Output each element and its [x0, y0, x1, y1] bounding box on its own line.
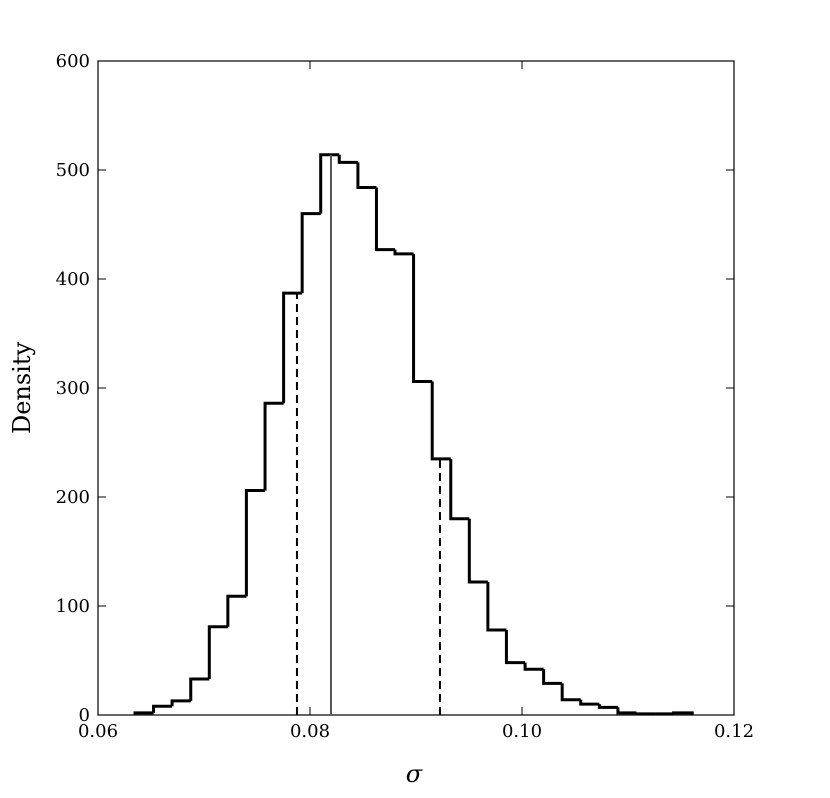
- x-tick-label: 0.10: [502, 721, 542, 742]
- histogram-step: [672, 711, 694, 715]
- histogram-step: [152, 704, 173, 713]
- histogram-step: [133, 711, 154, 715]
- histogram-step: [263, 401, 284, 491]
- histogram-step: [504, 629, 526, 665]
- histogram-step: [467, 518, 488, 584]
- histogram-step: [319, 153, 340, 214]
- histogram-step: [244, 488, 266, 597]
- x-tick-label: 0.06: [78, 721, 118, 742]
- histogram-step: [560, 683, 581, 702]
- y-tick-label: 600: [56, 51, 90, 72]
- y-tick-label: 400: [56, 269, 90, 290]
- x-tick-label: 0.08: [290, 721, 330, 742]
- histogram-step: [597, 704, 618, 709]
- x-axis-label: σ: [406, 760, 423, 788]
- histogram-step: [300, 212, 321, 294]
- plot-frame: [97, 60, 735, 716]
- histogram-step: [616, 707, 637, 715]
- histogram-step: [449, 458, 470, 521]
- histogram-step: [486, 582, 507, 632]
- histogram-step: [412, 253, 433, 383]
- histogram-step: [189, 677, 210, 701]
- histogram-step: [542, 669, 563, 685]
- histogram-step: [393, 249, 414, 256]
- histogram-step: [207, 625, 228, 680]
- y-tick-label: 300: [56, 378, 90, 399]
- x-tick-label: 0.12: [714, 721, 754, 742]
- y-axis-label: Density: [8, 342, 36, 435]
- y-tick-label: 0: [79, 705, 90, 726]
- histogram-step: [634, 712, 656, 716]
- histogram-step: [337, 154, 358, 164]
- histogram-step: [282, 291, 303, 404]
- histogram-step: [523, 662, 544, 671]
- y-tick-label: 500: [56, 160, 90, 181]
- histogram-step: [430, 381, 451, 461]
- histogram-step: [374, 187, 396, 252]
- y-tick-label: 100: [56, 596, 90, 617]
- histogram-step: [226, 594, 247, 627]
- histogram-step: [170, 699, 191, 707]
- y-tick-label: 200: [56, 487, 90, 508]
- histogram-step: [356, 162, 377, 189]
- histogram-step: [579, 699, 600, 706]
